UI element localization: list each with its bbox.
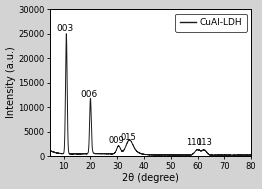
Legend: CuAl-LDH: CuAl-LDH xyxy=(175,14,247,32)
Text: 015: 015 xyxy=(120,133,136,142)
Text: 110: 110 xyxy=(187,138,202,147)
Text: 006: 006 xyxy=(80,90,98,99)
Text: 009: 009 xyxy=(108,136,124,145)
Y-axis label: Intensity (a.u.): Intensity (a.u.) xyxy=(6,47,15,119)
X-axis label: 2θ (degree): 2θ (degree) xyxy=(122,174,179,184)
Text: 003: 003 xyxy=(56,24,74,33)
Text: 113: 113 xyxy=(196,138,212,147)
